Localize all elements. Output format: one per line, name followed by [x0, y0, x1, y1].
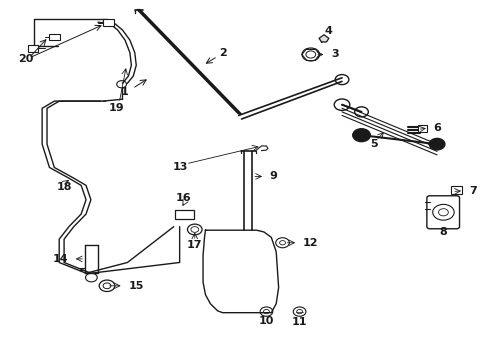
Text: 18: 18 [56, 182, 72, 192]
Text: 12: 12 [303, 238, 318, 248]
Polygon shape [319, 35, 328, 42]
Text: 2: 2 [218, 48, 226, 58]
FancyBboxPatch shape [426, 196, 459, 229]
Text: 9: 9 [269, 171, 277, 181]
Text: 4: 4 [324, 26, 332, 36]
Text: 14: 14 [52, 254, 68, 264]
Text: 17: 17 [186, 240, 202, 250]
Text: 3: 3 [330, 49, 338, 59]
Text: 13: 13 [172, 162, 187, 172]
Text: 15: 15 [128, 281, 143, 291]
Text: 10: 10 [258, 316, 274, 325]
Bar [103, 19, 114, 26]
Text: 1: 1 [121, 87, 129, 97]
Bar [450, 186, 461, 194]
Text: 8: 8 [439, 228, 447, 237]
Bar [49, 34, 60, 40]
Bar [27, 45, 38, 51]
Circle shape [352, 129, 369, 141]
Text: 19: 19 [109, 103, 124, 113]
Text: 11: 11 [291, 317, 307, 327]
Bar [417, 125, 426, 132]
Text: 6: 6 [433, 123, 441, 133]
Circle shape [428, 138, 444, 150]
Text: 16: 16 [175, 193, 191, 203]
Bar [175, 211, 193, 220]
Text: 20: 20 [18, 54, 33, 64]
Text: 7: 7 [468, 186, 476, 196]
Text: 5: 5 [369, 139, 377, 149]
